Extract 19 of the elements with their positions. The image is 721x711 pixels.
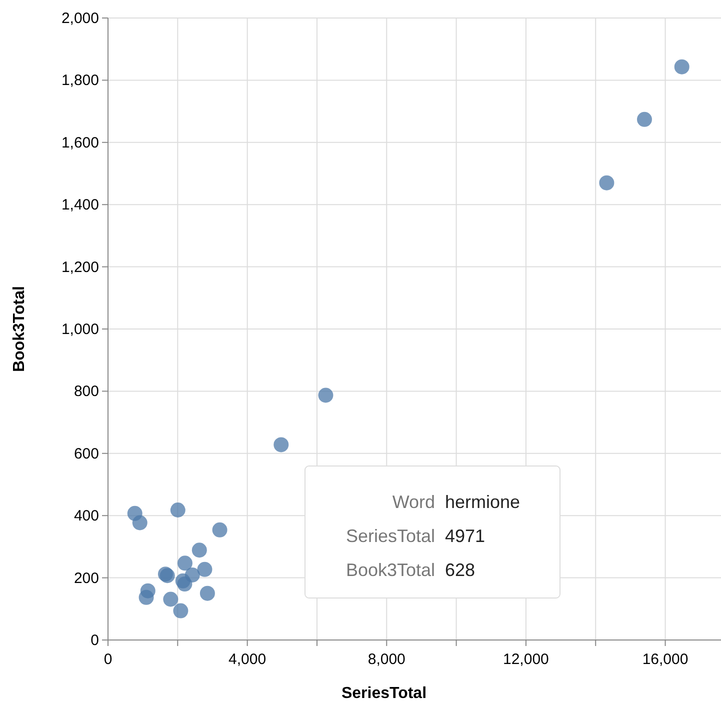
y-tick-label: 1,800 [61,72,99,90]
y-tick-label: 200 [74,570,99,587]
x-axis-title: SeriesTotal [341,685,427,702]
y-tick-label: 600 [74,445,99,462]
y-tick-label: 0 [90,632,99,649]
annotation: Word hermione SeriesTotal 4971 Book3Total 628 [346,492,520,580]
y-tick-label: 800 [74,383,99,400]
x-tick-label: 4,000 [228,651,266,668]
x-tick-label: 8,000 [368,651,406,668]
y-tick-label: 1,600 [61,134,99,152]
x-tick-label: 0 [104,651,112,668]
y-tick-label: 1,200 [61,258,99,276]
y-tick-label: 1,000 [61,321,99,338]
x-tick-label: 16,000 [642,651,688,668]
x-tick-label: 12,000 [503,651,549,668]
y-axis-title: Book3Total [11,286,28,372]
y-tick-label: 400 [74,508,99,525]
y-tick-label: 2,000 [61,10,99,27]
y-tick-label: 1,400 [61,196,99,214]
